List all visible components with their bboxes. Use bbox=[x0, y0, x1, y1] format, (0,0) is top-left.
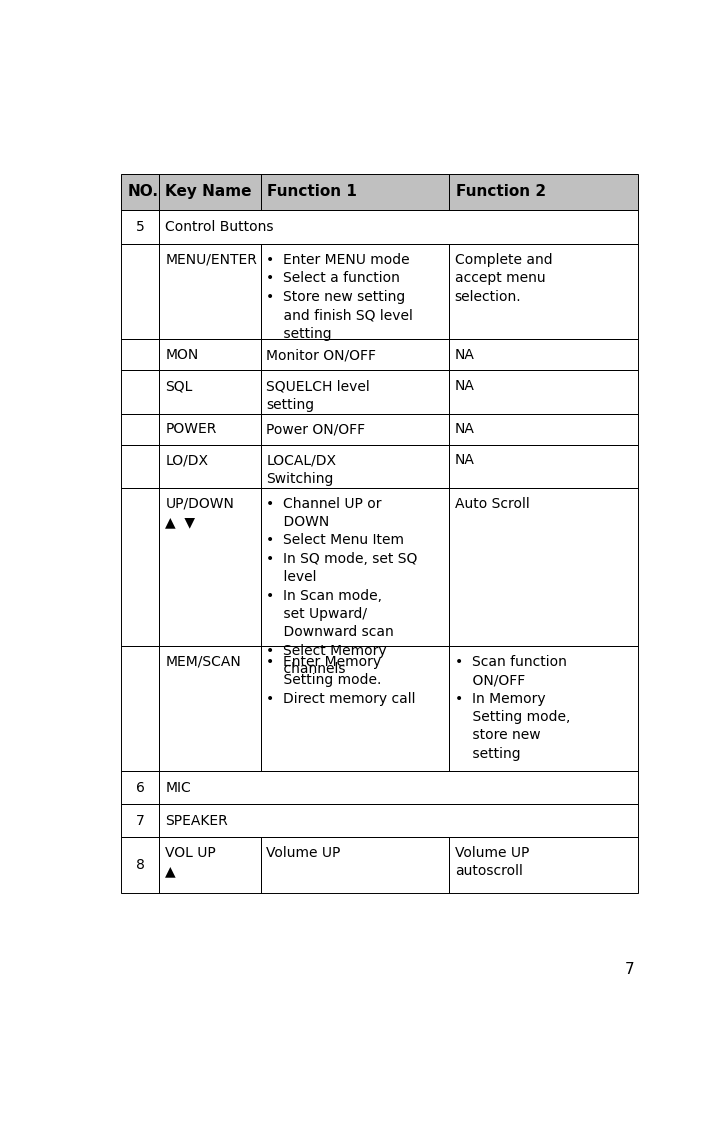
Bar bbox=[449, 245, 638, 339]
Text: 7: 7 bbox=[625, 962, 635, 977]
Text: NA: NA bbox=[455, 422, 475, 436]
Bar bbox=[122, 339, 159, 370]
Bar bbox=[261, 174, 449, 210]
Bar bbox=[159, 646, 261, 771]
Text: LOCAL/DX
Switching: LOCAL/DX Switching bbox=[266, 453, 337, 486]
Bar bbox=[159, 837, 261, 893]
Text: SQL: SQL bbox=[165, 379, 193, 393]
Bar bbox=[449, 174, 638, 210]
Text: MENU/ENTER: MENU/ENTER bbox=[165, 252, 257, 267]
Bar bbox=[122, 210, 159, 245]
Text: •  Channel UP or
    DOWN
•  Select Menu Item
•  In SQ mode, set SQ
    level
• : • Channel UP or DOWN • Select Menu Item … bbox=[266, 497, 418, 677]
Text: MON: MON bbox=[165, 348, 198, 362]
Bar bbox=[159, 771, 638, 804]
Text: Function 1: Function 1 bbox=[267, 184, 358, 200]
Bar bbox=[449, 444, 638, 488]
Text: SPEAKER: SPEAKER bbox=[165, 813, 228, 828]
Bar bbox=[261, 646, 449, 771]
Bar bbox=[122, 174, 159, 210]
Bar bbox=[261, 245, 449, 339]
Text: •  Enter MENU mode
•  Select a function
•  Store new setting
    and finish SQ l: • Enter MENU mode • Select a function • … bbox=[266, 252, 413, 341]
Text: Volume UP: Volume UP bbox=[266, 846, 341, 859]
Bar bbox=[122, 488, 159, 646]
Bar bbox=[449, 414, 638, 444]
Text: 8: 8 bbox=[135, 858, 144, 872]
Bar bbox=[159, 210, 638, 245]
Bar bbox=[159, 174, 261, 210]
Text: VOL UP
▲: VOL UP ▲ bbox=[165, 846, 216, 879]
Text: Complete and
accept menu
selection.: Complete and accept menu selection. bbox=[455, 252, 552, 304]
Text: Power ON/OFF: Power ON/OFF bbox=[266, 422, 366, 436]
Text: Function 2: Function 2 bbox=[456, 184, 546, 200]
Bar bbox=[159, 414, 261, 444]
Bar bbox=[159, 339, 261, 370]
Text: Monitor ON/OFF: Monitor ON/OFF bbox=[266, 348, 376, 362]
Bar bbox=[449, 370, 638, 414]
Text: •  Enter Memory
    Setting mode.
•  Direct memory call: • Enter Memory Setting mode. • Direct me… bbox=[266, 655, 416, 706]
Bar bbox=[261, 444, 449, 488]
Text: Auto Scroll: Auto Scroll bbox=[455, 497, 529, 511]
Text: Control Buttons: Control Buttons bbox=[165, 220, 274, 234]
Bar bbox=[449, 339, 638, 370]
Text: NA: NA bbox=[455, 453, 475, 468]
Bar bbox=[261, 370, 449, 414]
Text: Volume UP
autoscroll: Volume UP autoscroll bbox=[455, 846, 529, 879]
Bar bbox=[122, 245, 159, 339]
Text: LO/DX: LO/DX bbox=[165, 453, 209, 468]
Bar bbox=[449, 837, 638, 893]
Text: Key Name: Key Name bbox=[165, 184, 252, 200]
Bar bbox=[159, 804, 638, 837]
Bar bbox=[122, 444, 159, 488]
Text: 6: 6 bbox=[135, 781, 144, 794]
Bar bbox=[122, 174, 159, 210]
Bar bbox=[159, 174, 261, 210]
Bar bbox=[261, 837, 449, 893]
Bar bbox=[159, 245, 261, 339]
Bar bbox=[122, 804, 159, 837]
Bar bbox=[449, 646, 638, 771]
Bar bbox=[449, 488, 638, 646]
Text: POWER: POWER bbox=[165, 422, 216, 436]
Bar bbox=[159, 370, 261, 414]
Bar bbox=[261, 414, 449, 444]
Bar bbox=[122, 414, 159, 444]
Text: SQUELCH level
setting: SQUELCH level setting bbox=[266, 379, 370, 412]
Text: NO.: NO. bbox=[128, 184, 159, 200]
Bar bbox=[122, 370, 159, 414]
Bar bbox=[261, 339, 449, 370]
Bar bbox=[159, 488, 261, 646]
Bar bbox=[122, 646, 159, 771]
Text: •  Scan function
    ON/OFF
•  In Memory
    Setting mode,
    store new
    set: • Scan function ON/OFF • In Memory Setti… bbox=[455, 655, 570, 761]
Bar bbox=[261, 174, 449, 210]
Text: NA: NA bbox=[455, 348, 475, 362]
Bar bbox=[159, 444, 261, 488]
Text: MIC: MIC bbox=[165, 781, 191, 794]
Bar bbox=[122, 771, 159, 804]
Text: 7: 7 bbox=[135, 813, 144, 828]
Text: UP/DOWN
▲  ▼: UP/DOWN ▲ ▼ bbox=[165, 497, 234, 530]
Text: NA: NA bbox=[455, 379, 475, 393]
Bar bbox=[261, 488, 449, 646]
Bar bbox=[449, 174, 638, 210]
Bar bbox=[122, 837, 159, 893]
Text: MEM/SCAN: MEM/SCAN bbox=[165, 655, 241, 669]
Text: 5: 5 bbox=[135, 220, 144, 234]
